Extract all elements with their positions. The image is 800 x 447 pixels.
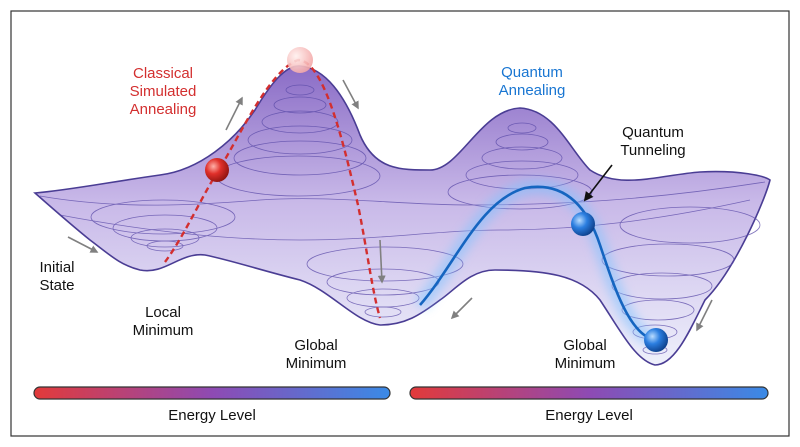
tunneling-arrow — [583, 164, 613, 202]
up-arrow — [225, 96, 243, 131]
global-minimum-left-label-1: Global — [294, 337, 337, 354]
global-minimum-right-label-1: Global — [563, 337, 606, 354]
quantum-label-2: Annealing — [499, 82, 566, 99]
descend-arrow — [377, 239, 386, 284]
down-arrow — [342, 79, 359, 110]
classical-ball — [205, 158, 229, 182]
quantum-path — [414, 179, 658, 347]
classical-label-1: Classical — [133, 65, 193, 82]
initial-state-label-1: Initial — [39, 259, 74, 276]
classical-peak-ball — [287, 47, 313, 73]
initial-state-label-2: State — [39, 277, 74, 294]
energy-bar-left: Energy Level — [33, 386, 391, 424]
tunneling-label-1: Quantum — [622, 124, 684, 141]
energy-level-label-left: Energy Level — [168, 407, 256, 424]
quantum-minimum-ball — [644, 328, 668, 352]
classical-label-2: Simulated — [130, 83, 197, 100]
quantum-tunneling-ball — [571, 212, 595, 236]
initial-arrow — [67, 236, 99, 253]
energy-bar-right: Energy Level — [409, 386, 769, 424]
quantum-arrow-left — [450, 297, 473, 320]
energy-level-label-right: Energy Level — [545, 407, 633, 424]
tunneling-label-2: Tunneling — [620, 142, 685, 159]
quantum-label-1: Quantum — [501, 64, 563, 81]
local-minimum-label-1: Local — [145, 304, 181, 321]
global-minimum-left-label-2: Minimum — [286, 355, 347, 372]
global-minimum-right-label-2: Minimum — [555, 355, 616, 372]
classical-label-3: Annealing — [130, 101, 197, 118]
quantum-arrow-right — [696, 299, 713, 332]
local-minimum-label-2: Minimum — [133, 322, 194, 339]
